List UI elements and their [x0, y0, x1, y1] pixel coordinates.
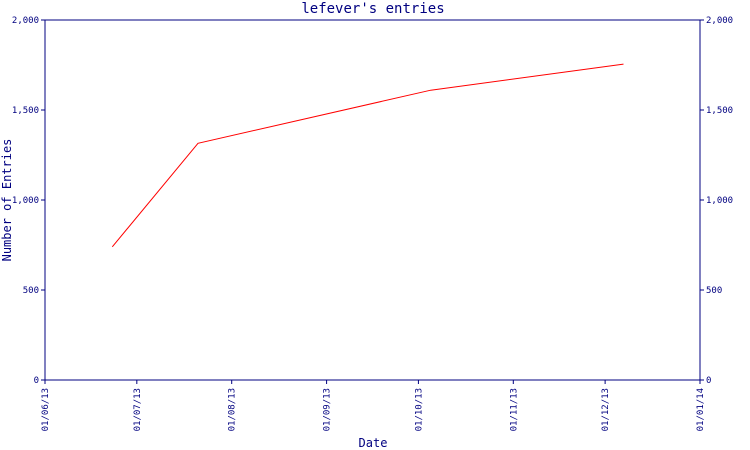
- x-tick-label: 01/06/13: [41, 388, 51, 431]
- x-axis: 01/06/13 01/07/13 01/08/13 01/09/13 01/10/13…: [41, 380, 706, 431]
- chart-title: lefever's entries: [301, 1, 444, 17]
- y-tick-label-left: 500: [23, 286, 39, 296]
- y-tick-label-right: 1,000: [706, 196, 733, 206]
- x-tick-label: 01/11/13: [509, 388, 519, 431]
- x-tick-label: 01/07/13: [133, 388, 143, 431]
- y-axis-label: Number of Entries: [0, 139, 14, 262]
- x-tick-label: 01/12/13: [601, 388, 611, 431]
- y-tick-label-left: 0: [34, 376, 39, 386]
- x-axis-label: Date: [359, 436, 388, 450]
- plot-frame: [44, 19, 701, 381]
- series-line: [111, 63, 624, 248]
- y-axis-left: 0 500 1,000 1,500 2,000: [12, 16, 45, 386]
- x-tick-label: 01/10/13: [414, 388, 424, 431]
- y-tick-label-right: 2,000: [706, 16, 733, 26]
- y-tick-label-right: 500: [706, 286, 722, 296]
- y-tick-label-right: 0: [706, 376, 711, 386]
- x-tick-label: 01/09/13: [323, 388, 333, 431]
- x-tick-label: 01/01/14: [696, 388, 706, 431]
- y-axis-right: 0 500 1,000 1,500 2,000: [700, 16, 733, 386]
- series-layer: [111, 63, 624, 248]
- y-tick-label-left: 1,500: [12, 106, 39, 116]
- x-tick-label: 01/08/13: [228, 388, 238, 431]
- y-tick-label-left: 2,000: [12, 16, 39, 26]
- y-tick-label-right: 1,500: [706, 106, 733, 116]
- y-tick-label-left: 1,000: [12, 196, 39, 206]
